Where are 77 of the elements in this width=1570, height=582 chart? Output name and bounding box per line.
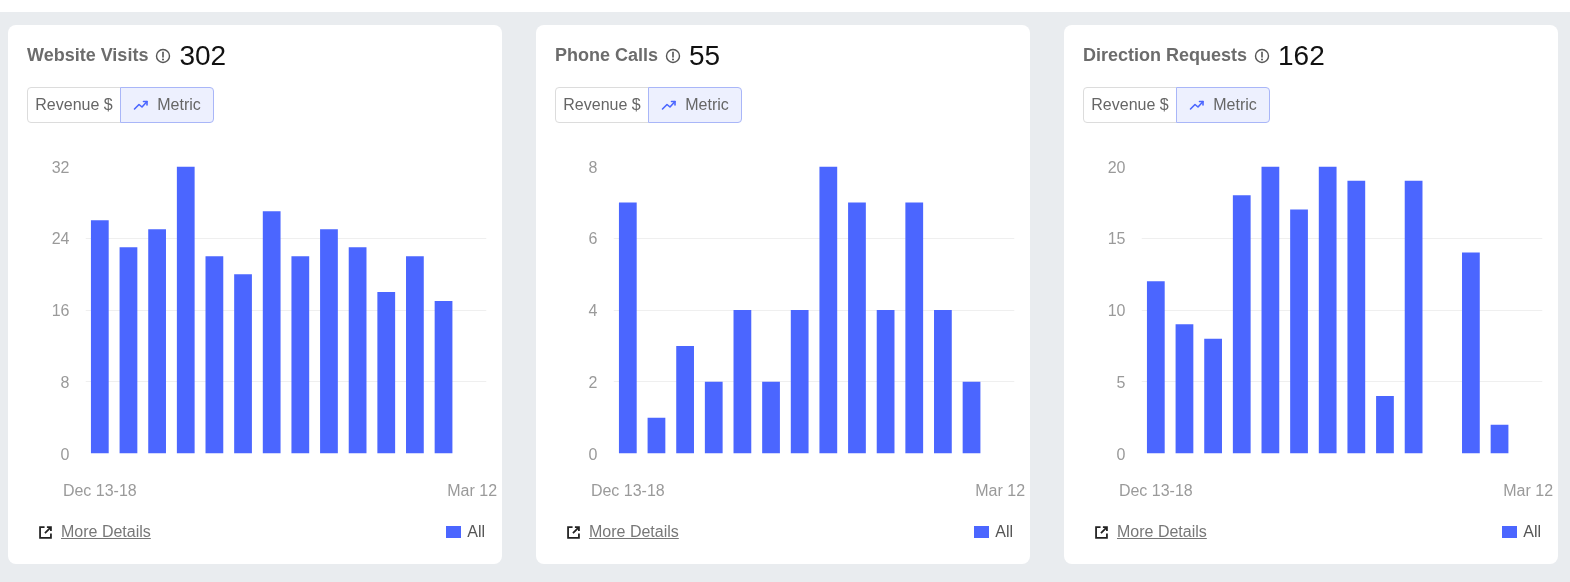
- legend-label: All: [1523, 521, 1541, 542]
- bar: [434, 301, 453, 454]
- chart-title: Website Visits: [27, 44, 149, 68]
- y-tick-label: 0: [1116, 445, 1126, 463]
- bar: [320, 229, 338, 454]
- toggle-button: Metric: [120, 87, 214, 123]
- bar: [348, 247, 367, 454]
- toggle-button: Metric: [1176, 87, 1270, 123]
- chart-title: Direction Requests: [1083, 44, 1248, 68]
- y-tick-label: 5: [1116, 373, 1126, 391]
- y-tick-label: 2: [588, 373, 598, 391]
- toggle-button: Revenue $: [555, 87, 649, 123]
- toggle-button: Metric: [648, 87, 742, 123]
- legend-label: All: [467, 521, 485, 542]
- bar: [1175, 324, 1194, 454]
- y-tick-label: 0: [60, 445, 70, 463]
- toggle-button: Revenue $: [1083, 87, 1177, 123]
- bar: [1204, 338, 1222, 454]
- chart-title: Phone Calls: [555, 44, 659, 68]
- y-tick-label: 10: [1107, 302, 1126, 319]
- chart-subtitle: 302: [179, 39, 227, 73]
- bar: [704, 381, 723, 454]
- bar: [1347, 180, 1366, 454]
- bar: [291, 256, 310, 454]
- bar: [733, 310, 752, 454]
- y-tick-label: 15: [1107, 230, 1126, 248]
- legend-label: All: [995, 521, 1013, 542]
- y-tick-label: 6: [588, 230, 598, 248]
- link: More Details: [1094, 520, 1207, 544]
- toggle-button: Revenue $: [27, 87, 121, 123]
- bar: [676, 345, 694, 454]
- bar: [876, 310, 895, 454]
- bar: [962, 381, 981, 454]
- bar: [905, 202, 924, 454]
- bar: [848, 202, 866, 454]
- y-tick-label: 16: [51, 302, 70, 319]
- bar: [1232, 195, 1251, 454]
- bar: [90, 220, 109, 454]
- bar: [406, 256, 424, 454]
- y-tick-label: 8: [60, 373, 70, 391]
- x-tick-label: Dec 13-18: [590, 481, 665, 499]
- bar: [377, 292, 396, 454]
- bar: [1290, 209, 1308, 454]
- chart-subtitle: 55: [689, 39, 721, 73]
- x-tick-label: Mar 12: [447, 481, 498, 499]
- bar: [1146, 281, 1165, 454]
- y-tick-label: 0: [588, 445, 598, 463]
- bar: [1376, 396, 1394, 454]
- bar: [1318, 166, 1337, 454]
- bar: [234, 274, 252, 454]
- bar: [119, 247, 138, 454]
- y-tick-label: 24: [51, 230, 70, 248]
- x-tick-label: Mar 12: [975, 481, 1026, 499]
- bar: [205, 256, 224, 454]
- y-tick-label: 8: [588, 158, 598, 176]
- bar: [819, 166, 838, 454]
- bar: [176, 166, 195, 454]
- x-tick-label: Mar 12: [1503, 481, 1554, 499]
- bar: [762, 381, 780, 454]
- x-tick-label: Dec 13-18: [1118, 481, 1193, 499]
- bar: [1261, 166, 1280, 454]
- link: More Details: [38, 520, 151, 544]
- chart-subtitle: 162: [1278, 39, 1325, 73]
- x-tick-label: Dec 13-18: [62, 481, 137, 499]
- bar: [262, 211, 281, 454]
- y-tick-label: 20: [1107, 158, 1126, 176]
- bar: [1490, 424, 1509, 454]
- bar: [148, 229, 166, 454]
- bar: [790, 310, 809, 454]
- bar: [1462, 252, 1480, 454]
- bar: [647, 417, 666, 454]
- link: More Details: [566, 520, 679, 544]
- y-tick-label: 32: [51, 158, 70, 176]
- bar: [1404, 180, 1423, 454]
- bar: [618, 202, 637, 454]
- y-tick-label: 4: [588, 302, 598, 319]
- bar: [934, 310, 952, 454]
